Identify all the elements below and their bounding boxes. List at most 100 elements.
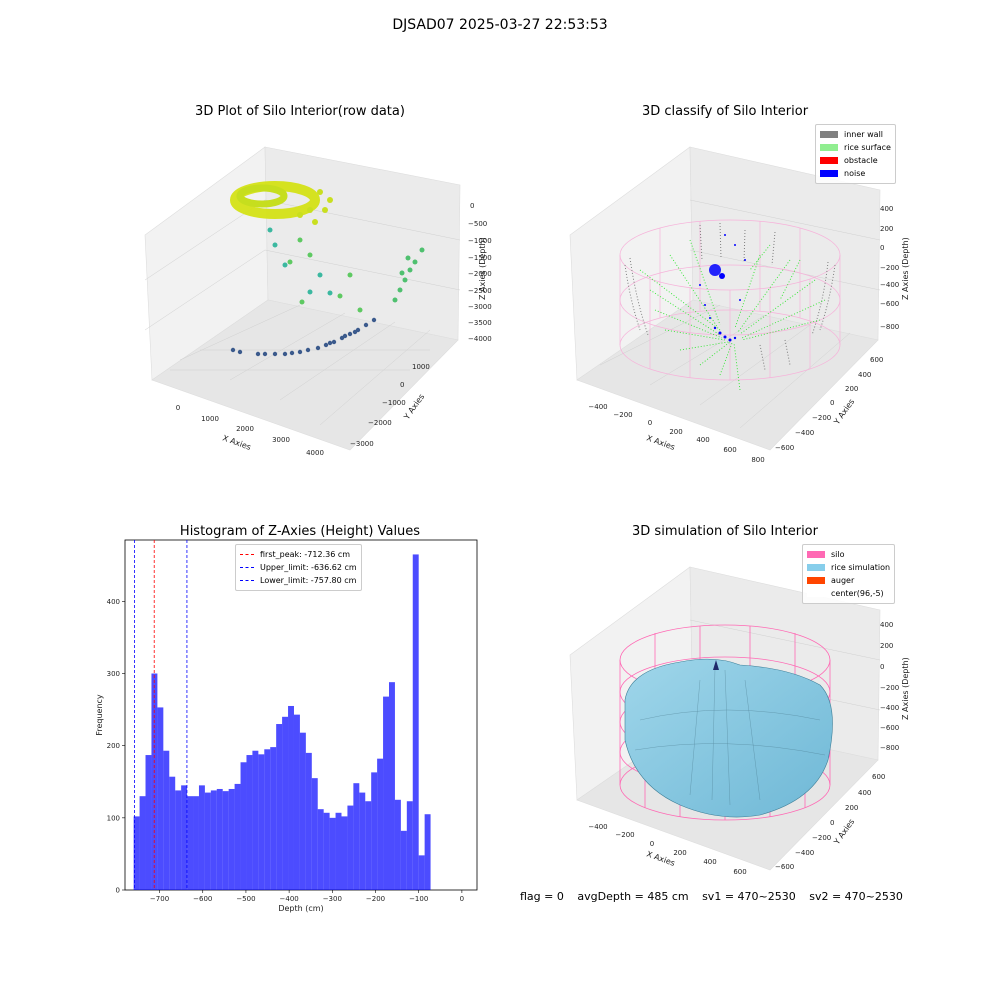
svg-text:0: 0 bbox=[830, 819, 834, 827]
svg-text:200: 200 bbox=[669, 428, 682, 436]
simulation-z-label: Z Axies (Depth) bbox=[901, 657, 910, 720]
raw-points bbox=[230, 181, 425, 357]
histogram-bar bbox=[175, 790, 182, 890]
avg-depth-value: avgDepth = 485 cm bbox=[577, 890, 689, 903]
histogram-bar bbox=[204, 792, 211, 890]
sv2-value: sv2 = 470~2530 bbox=[809, 890, 903, 903]
simulation-y-label: Y Axies bbox=[832, 817, 857, 847]
auger-marker bbox=[713, 660, 719, 670]
legend-item-first-peak: first_peak: -712.36 cm bbox=[240, 548, 357, 561]
histogram-bar bbox=[276, 724, 283, 890]
histogram-bar bbox=[228, 788, 235, 890]
histogram-x-tick-label: 0 bbox=[460, 895, 464, 903]
status-footer: flag = 0 avgDepth = 485 cm sv1 = 470~253… bbox=[520, 890, 913, 903]
svg-text:800: 800 bbox=[751, 456, 764, 464]
histogram-bar bbox=[157, 707, 164, 890]
histogram-y-label: Frequency bbox=[95, 694, 104, 736]
svg-text:−200: −200 bbox=[880, 264, 899, 272]
histogram-bar bbox=[163, 750, 170, 890]
histogram-bar bbox=[187, 796, 194, 890]
histogram-y-tick-label: 200 bbox=[107, 742, 120, 750]
svg-text:0: 0 bbox=[880, 244, 884, 252]
histogram-bar bbox=[234, 783, 241, 890]
histogram-axes: −700 −600 −500 −400 −300 −200 −100 0 0 100 200 300… bbox=[95, 539, 478, 913]
svg-text:−200: −200 bbox=[812, 414, 831, 422]
flag-value: flag = 0 bbox=[520, 890, 564, 903]
svg-text:2000: 2000 bbox=[236, 425, 254, 433]
histogram-y-ticks: 0 100 200 300 400 bbox=[107, 598, 125, 895]
histogram-bar bbox=[252, 750, 259, 890]
svg-text:−800: −800 bbox=[880, 323, 899, 331]
svg-text:600: 600 bbox=[723, 446, 736, 454]
svg-text:0: 0 bbox=[830, 399, 834, 407]
legend-item-silo: silo bbox=[807, 548, 890, 561]
histogram-marker-lines bbox=[134, 540, 188, 890]
histogram-y-tick-label: 0 bbox=[116, 887, 120, 895]
histogram-bar bbox=[288, 705, 294, 890]
histogram-bar bbox=[424, 814, 431, 890]
histogram-bar bbox=[353, 783, 360, 890]
simulation-legend: silo rice simulation auger center(96,-5) bbox=[802, 544, 896, 604]
classify-inner-wall bbox=[624, 222, 836, 371]
histogram-x-tick-label: −100 bbox=[409, 895, 428, 903]
histogram-bar bbox=[181, 785, 188, 890]
histogram-bar bbox=[258, 754, 265, 890]
histogram-x-tick-label: −300 bbox=[323, 895, 342, 903]
legend-item-obstacle: obstacle bbox=[820, 154, 891, 167]
svg-text:4000: 4000 bbox=[306, 449, 324, 457]
histogram-bar bbox=[311, 778, 318, 890]
svg-text:3000: 3000 bbox=[272, 436, 290, 444]
svg-text:−400: −400 bbox=[588, 823, 607, 831]
svg-text:−200: −200 bbox=[880, 684, 899, 692]
simulation-plot-title: 3D simulation of Silo Interior bbox=[632, 524, 818, 539]
raw-y-label: Y Axies bbox=[402, 392, 427, 422]
histogram-bar bbox=[359, 792, 366, 890]
svg-text:−200: −200 bbox=[812, 834, 831, 842]
raw-x-ticks: 0 1000 2000 3000 4000 bbox=[176, 404, 324, 457]
svg-text:−400: −400 bbox=[588, 403, 607, 411]
svg-text:−3000: −3000 bbox=[468, 303, 492, 311]
svg-text:−2000: −2000 bbox=[468, 270, 492, 278]
histogram-bar bbox=[210, 790, 217, 890]
svg-text:−600: −600 bbox=[880, 300, 899, 308]
sv1-value: sv1 = 470~2530 bbox=[702, 890, 796, 903]
svg-text:0: 0 bbox=[400, 381, 404, 389]
histogram-x-tick-label: −700 bbox=[150, 895, 169, 903]
histogram-bar bbox=[412, 554, 419, 890]
histogram-bar bbox=[222, 791, 229, 890]
classify-plot-title: 3D classify of Silo Interior bbox=[641, 104, 809, 119]
histogram-bar bbox=[418, 855, 425, 890]
svg-text:−600: −600 bbox=[775, 444, 794, 452]
svg-text:0: 0 bbox=[880, 663, 884, 671]
svg-text:−200: −200 bbox=[615, 831, 634, 839]
raw-plot-title: 3D Plot of Silo Interior(row data) bbox=[195, 104, 405, 119]
svg-text:−2500: −2500 bbox=[468, 287, 492, 295]
legend-item-noise: noise bbox=[820, 167, 891, 180]
svg-text:−1000: −1000 bbox=[382, 399, 406, 407]
svg-text:−400: −400 bbox=[880, 281, 899, 289]
svg-text:1000: 1000 bbox=[201, 415, 219, 423]
histogram-bar bbox=[246, 755, 253, 890]
histogram-bar bbox=[299, 732, 306, 890]
histogram-bar bbox=[264, 749, 271, 890]
raw-3d-axes: 0 1000 2000 3000 4000 X Axies 1000 0 −1000 −200… bbox=[144, 146, 492, 457]
svg-text:−600: −600 bbox=[880, 724, 899, 732]
legend-item-inner-wall: inner wall bbox=[820, 128, 891, 141]
histogram-bar bbox=[341, 816, 348, 890]
histogram-bar bbox=[293, 714, 300, 890]
svg-text:200: 200 bbox=[845, 385, 858, 393]
svg-text:−400: −400 bbox=[795, 849, 814, 857]
histogram-y-tick-label: 400 bbox=[107, 598, 120, 606]
classify-x-ticks: −400 −200 0 200 400 600 800 bbox=[588, 403, 764, 464]
svg-text:−200: −200 bbox=[613, 411, 632, 419]
classify-y-label: Y Axies bbox=[832, 397, 857, 427]
classify-z-ticks: 400 200 0 −200 −400 −600 −800 bbox=[880, 205, 899, 331]
legend-item-auger: auger bbox=[807, 574, 890, 587]
classify-silo-wire bbox=[619, 219, 841, 381]
svg-text:400: 400 bbox=[696, 436, 709, 444]
legend-item-rice-simulation: rice simulation bbox=[807, 561, 890, 574]
